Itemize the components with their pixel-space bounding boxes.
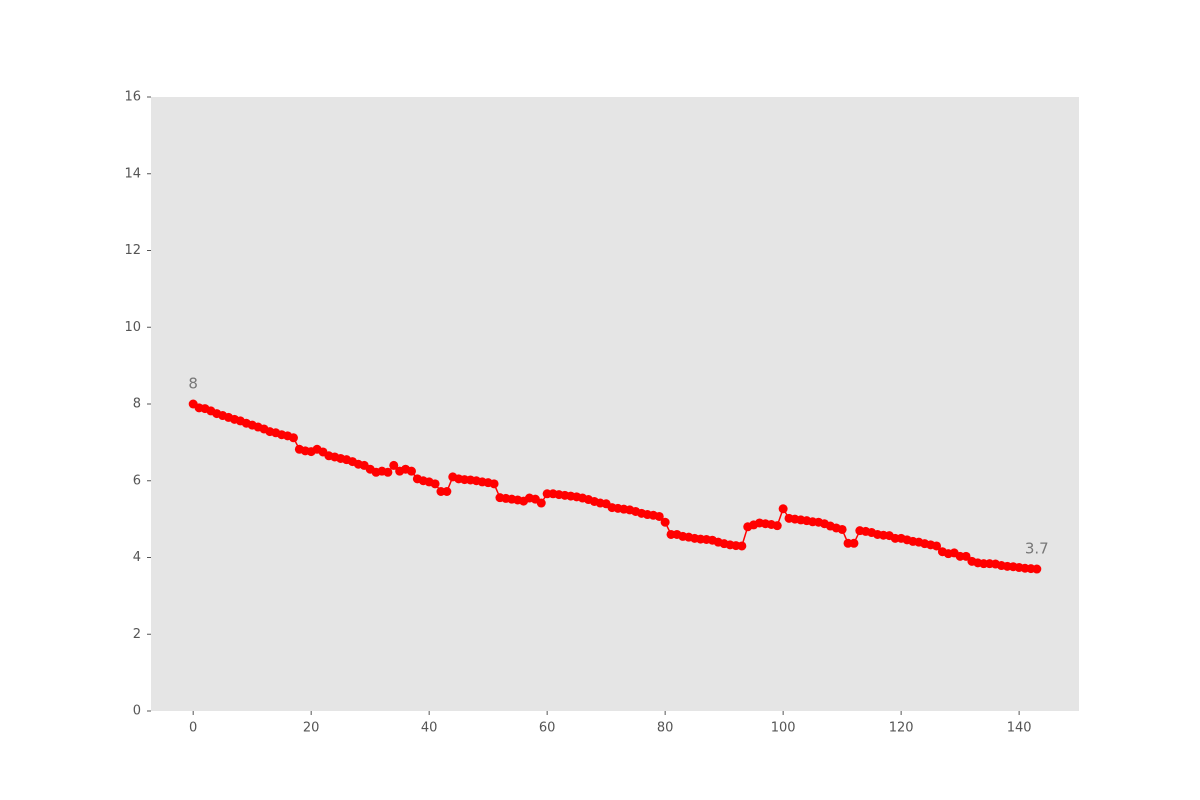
annotation: 3.7 [1025, 540, 1049, 558]
y-tick-label: 4 [133, 550, 141, 565]
point [383, 467, 393, 477]
x-tick-label: 20 [303, 721, 320, 736]
point [288, 433, 298, 443]
y-tick-label: 14 [124, 166, 141, 181]
point [1032, 564, 1042, 574]
x-tick-label: 120 [889, 721, 914, 736]
point [489, 479, 499, 489]
point [654, 511, 664, 521]
x-tick-label: 0 [189, 721, 197, 736]
point [932, 541, 942, 551]
x-tick-label: 60 [539, 721, 556, 736]
plot-area [151, 97, 1079, 711]
point [406, 466, 416, 476]
y-tick-label: 10 [124, 320, 141, 335]
point [778, 504, 788, 514]
point [772, 521, 782, 531]
point [737, 541, 747, 551]
point [837, 524, 847, 534]
point [536, 498, 546, 508]
x-tick-label: 40 [421, 721, 438, 736]
x-tick-label: 80 [657, 721, 674, 736]
point [961, 551, 971, 561]
point [430, 479, 440, 489]
y-tick-label: 8 [133, 397, 141, 412]
x-tick-label: 100 [771, 721, 796, 736]
x-tick-label: 140 [1007, 721, 1032, 736]
y-tick-label: 6 [133, 473, 141, 488]
y-tick-label: 12 [124, 243, 141, 258]
y-tick-label: 16 [124, 90, 141, 105]
annotation: 8 [188, 375, 198, 393]
point [849, 538, 859, 548]
point [389, 460, 399, 470]
point [660, 517, 670, 527]
point [442, 486, 452, 496]
y-tick-label: 0 [133, 704, 141, 719]
y-tick-label: 2 [133, 627, 141, 642]
